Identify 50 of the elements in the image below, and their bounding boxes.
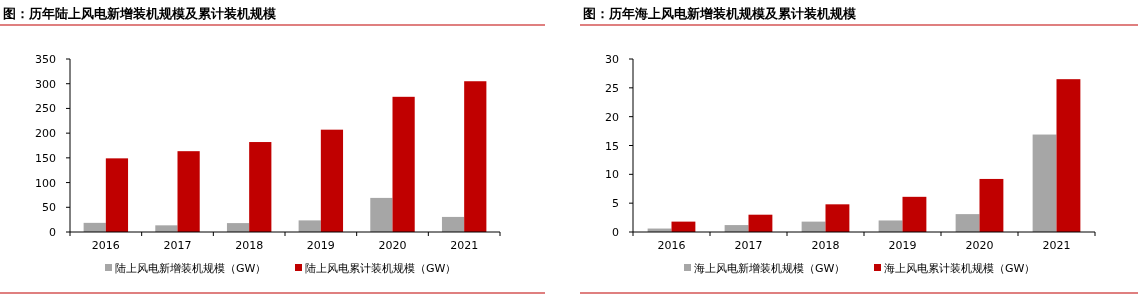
bar — [370, 197, 393, 232]
bar — [249, 142, 272, 232]
y-tick-label: 0 — [612, 226, 619, 239]
x-tick-label: 2021 — [450, 239, 479, 252]
y-tick-label: 50 — [42, 201, 56, 215]
x-tick-label: 2019 — [306, 239, 335, 252]
bar — [298, 220, 321, 232]
y-tick-label: 200 — [35, 127, 56, 141]
legend-label: 海上风电累计装机规模（GW） — [884, 262, 1036, 275]
y-tick-label: 15 — [605, 139, 619, 153]
bar — [955, 214, 980, 232]
bar — [1032, 134, 1057, 232]
x-tick-label: 2021 — [1042, 239, 1071, 252]
y-tick-label: 150 — [35, 151, 56, 165]
bar — [105, 158, 129, 232]
y-tick-label: 25 — [605, 81, 619, 95]
x-tick-label: 2018 — [235, 239, 264, 252]
legend-label: 海上风电新增装机规模（GW） — [694, 262, 846, 275]
y-tick-label: 300 — [35, 77, 56, 91]
bar — [1056, 79, 1081, 232]
chart-title: 图：历年陆上风电新增装机规模及累计装机规模 — [3, 6, 276, 21]
legend-label: 陆上风电新增装机规模（GW） — [115, 262, 267, 275]
x-tick-label: 2020 — [378, 239, 407, 252]
bar — [902, 196, 927, 232]
chart-title: 图：历年海上风电新增装机规模及累计装机规模 — [583, 6, 856, 21]
y-tick-label: 10 — [605, 168, 619, 182]
bar — [979, 178, 1004, 232]
bar — [441, 216, 465, 232]
y-tick-label: 5 — [612, 197, 619, 211]
bar — [155, 225, 178, 232]
y-tick-label: 0 — [49, 226, 56, 239]
bar — [878, 220, 903, 232]
x-tick-label: 2016 — [657, 239, 686, 252]
x-tick-label: 2017 — [163, 239, 192, 252]
x-tick-label: 2016 — [91, 239, 120, 252]
x-tick-label: 2018 — [811, 239, 840, 252]
legend-label: 陆上风电累计装机规模（GW） — [305, 262, 457, 275]
y-tick-label: 20 — [605, 110, 619, 124]
bar — [177, 151, 200, 232]
x-tick-label: 2017 — [734, 239, 763, 252]
y-tick-label: 250 — [35, 102, 56, 116]
x-tick-label: 2020 — [965, 239, 994, 252]
bar — [825, 204, 850, 232]
y-tick-label: 30 — [605, 53, 619, 66]
bar — [320, 129, 344, 232]
bar — [464, 81, 487, 232]
bar — [392, 96, 415, 232]
y-tick-label: 350 — [35, 53, 56, 66]
x-tick-label: 2019 — [888, 239, 917, 252]
y-tick-label: 100 — [35, 176, 56, 190]
